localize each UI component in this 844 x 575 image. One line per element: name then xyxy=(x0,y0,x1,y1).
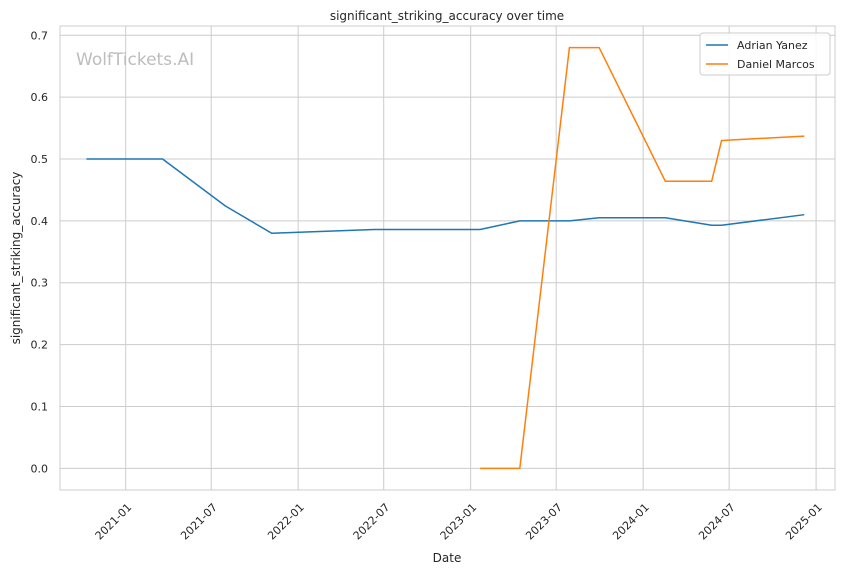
y-tick-label: 0.2 xyxy=(31,339,49,352)
x-tick-label: 2021-07 xyxy=(178,501,220,543)
legend-box xyxy=(699,32,831,76)
legend: Adrian Yanez Daniel Marcos xyxy=(699,32,831,76)
legend-label-daniel-marcos: Daniel Marcos xyxy=(737,58,815,71)
x-tick-label: 2022-07 xyxy=(351,501,393,543)
x-tick-label: 2023-07 xyxy=(523,501,565,543)
watermark: WolfTickets.AI xyxy=(76,50,194,70)
y-tick-label: 0.7 xyxy=(31,29,49,42)
series-layer xyxy=(86,46,805,470)
legend-label-adrian-yanez: Adrian Yanez xyxy=(737,39,808,52)
x-tick-label: 2025-01 xyxy=(783,501,825,543)
x-tick-labels: 2021-01 2021-07 2022-01 2022-07 2023-01 2023-… xyxy=(93,501,825,543)
plot-frame xyxy=(59,25,836,491)
x-tick-label: 2024-07 xyxy=(696,501,738,543)
y-axis-label: significant_striking_accuracy xyxy=(9,172,23,345)
x-tick-label: 2021-01 xyxy=(93,501,135,543)
y-tick-label: 0.4 xyxy=(31,215,49,228)
y-tick-label: 0.0 xyxy=(31,462,49,475)
y-tick-label: 0.3 xyxy=(31,277,49,290)
x-tick-label: 2024-01 xyxy=(610,501,652,543)
y-tick-label: 0.6 xyxy=(31,91,49,104)
x-tick-label: 2023-01 xyxy=(438,501,480,543)
chart-title: significant_striking_accuracy over time xyxy=(330,9,564,23)
x-tick-label: 2022-01 xyxy=(265,501,307,543)
grid-layer xyxy=(60,26,835,490)
y-tick-label: 0.1 xyxy=(31,400,49,413)
x-axis-label: Date xyxy=(433,551,462,565)
series-line-daniel-marcos xyxy=(480,46,805,470)
series-line-adrian-yanez xyxy=(86,158,805,234)
y-tick-labels: 0.0 0.1 0.2 0.3 0.4 0.5 0.6 0.7 xyxy=(31,29,49,475)
y-tick-label: 0.5 xyxy=(31,153,49,166)
